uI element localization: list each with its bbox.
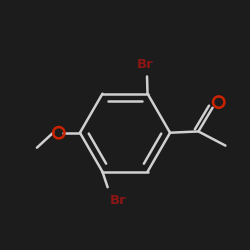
Text: Br: Br (136, 58, 153, 70)
Text: Br: Br (110, 194, 127, 207)
